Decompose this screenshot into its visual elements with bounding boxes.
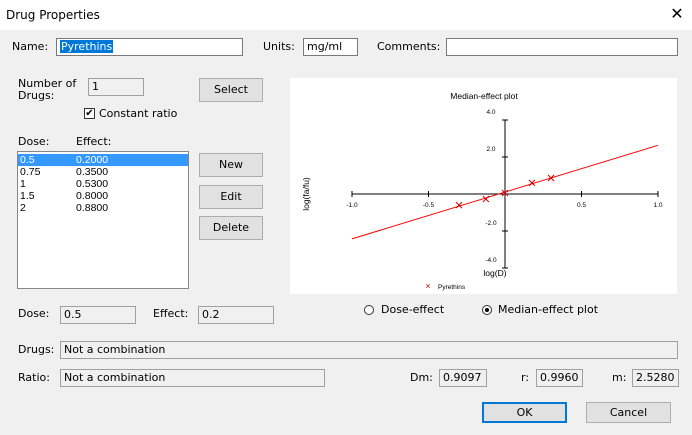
r-field: 0.9960 [536,369,583,387]
data-point [482,195,490,203]
data-point [455,201,463,209]
median-effect-label[interactable]: Median-effect plot [498,303,599,316]
list-item-dose: 0.75 [20,166,41,178]
list-item-dose: 1 [20,178,26,190]
name-value: Pyrethins [60,40,114,53]
drugs-field: Not a combination [60,341,678,359]
list-item[interactable]: 0.5 0.2000 [18,154,188,166]
list-item[interactable]: 1 0.5300 [18,178,188,190]
dose-field[interactable]: 0.5 [60,306,136,324]
legend-marker: × [425,281,430,291]
effect-field[interactable]: 0.2 [198,306,274,324]
dose-effect-label[interactable]: Dose-effect [381,303,445,316]
y-tick-label: -2.0 [485,220,497,227]
number-of-drugs-field: 1 [88,78,144,96]
title-bar [0,0,692,30]
close-icon[interactable]: ✕ [670,4,684,23]
y-axis-label: log(fa/fu) [301,177,311,211]
median-effect-chart: Median-effect plot -1.0 -0.5 0.5 1.0 4.0 2.0 -2… [301,91,663,291]
dose-label: Dose: [18,307,50,320]
x-axis-label: log(D) [483,268,506,278]
x-tick-label: 1.0 [653,202,662,209]
comments-input[interactable] [446,38,678,56]
comments-label: Comments: [377,40,441,53]
list-item-effect: 0.5300 [76,178,109,190]
m-field: 2.5280 [632,369,679,387]
drugs-label: Drugs: [18,343,55,356]
delete-button[interactable]: Delete [199,216,263,240]
list-item-effect: 0.8000 [76,190,109,202]
dm-field: 0.9097 [439,369,487,387]
x-tick-label: 0.5 [577,202,586,209]
y-tick-label: 2.0 [486,146,495,153]
new-button[interactable]: New [199,153,263,177]
constant-ratio-checkbox[interactable]: ✔ [84,108,95,119]
list-item-effect: 0.8800 [76,202,109,214]
list-item-effect: 0.3500 [76,166,109,178]
cancel-button[interactable]: Cancel [586,402,671,423]
list-item[interactable]: 0.75 0.3500 [18,166,188,178]
name-label: Name: [12,40,49,53]
window-title: Drug Properties [6,8,100,22]
data-point [528,179,536,187]
dose-effect-radio[interactable] [364,305,374,315]
data-point [501,189,509,197]
units-input[interactable]: mg/ml [303,38,358,56]
effect-column-header: Effect: [76,135,112,148]
dose-column-header: Dose: [18,135,50,148]
units-label: Units: [263,40,295,53]
r-label: r: [521,371,530,384]
edit-button[interactable]: Edit [199,185,263,209]
constant-ratio-label[interactable]: Constant ratio [99,107,178,120]
dose-effect-list[interactable]: 0.5 0.2000 0.75 0.3500 1 0.5300 1.5 0.8000 2 0.88… [17,151,189,289]
data-point [547,174,555,182]
ratio-label: Ratio: [18,371,50,384]
m-label: m: [612,371,627,384]
median-effect-plot: Median-effect plot -1.0 -0.5 0.5 1.0 4.0 2.0 -2… [290,78,677,294]
x-tick-label: -0.5 [423,202,435,209]
name-input[interactable]: Pyrethins [56,38,243,56]
list-item-dose: 0.5 [20,154,35,166]
median-effect-radio[interactable] [482,305,492,315]
x-tick-label: -1.0 [346,202,358,209]
list-item-dose: 1.5 [20,190,35,202]
chart-title: Median-effect plot [450,91,518,101]
y-tick-label: 4.0 [486,109,495,116]
dm-label: Dm: [410,371,433,384]
ratio-field: Not a combination [60,369,325,387]
list-item[interactable]: 2 0.8800 [18,202,188,214]
ok-button[interactable]: OK [482,402,567,423]
fit-line [351,144,659,240]
number-of-drugs-label: Number of Drugs: [18,77,77,102]
select-button[interactable]: Select [199,78,263,102]
list-item[interactable]: 1.5 0.8000 [18,190,188,202]
y-tick-label: -4.0 [485,257,497,264]
list-item-effect: 0.2000 [76,154,109,166]
list-item-dose: 2 [20,202,26,214]
legend-label: Pyrethins [438,284,466,291]
effect-label: Effect: [153,307,189,320]
